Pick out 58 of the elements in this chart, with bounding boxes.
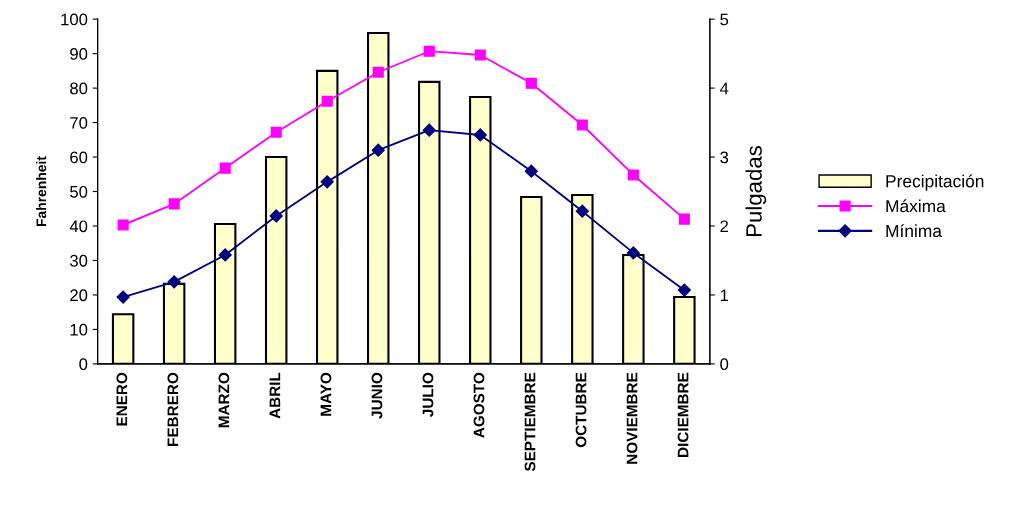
legend-label: Máxima (886, 199, 946, 213)
point (320, 175, 334, 189)
x-tick-label: DICIEMBRE (677, 372, 689, 457)
point (524, 164, 538, 178)
x-tick-label: FEBRERO (167, 372, 179, 446)
point (627, 169, 639, 181)
point (219, 162, 231, 174)
x-tick-label: MARZO (218, 372, 230, 428)
y-tick-label: 20 (70, 289, 88, 302)
x-tick-label: OCTUBRE (575, 372, 587, 448)
x-tick-label: SEPTIEMBRE (524, 372, 536, 472)
y-tick-label: 50 (70, 185, 88, 198)
x-tick-label: ENERO (116, 372, 128, 426)
x-tick-label: AGOSTO (473, 372, 485, 438)
y2-tick-label: 1 (720, 289, 729, 301)
y-tick-label: 100 (61, 13, 88, 26)
legend-label: Mínima (886, 224, 942, 238)
point (525, 77, 537, 89)
point (372, 66, 384, 78)
point (677, 283, 691, 297)
y2-tick-label: 4 (719, 82, 729, 95)
legend-label: Precipitación (886, 174, 984, 191)
point (678, 213, 690, 225)
y2-tick-label: 0 (720, 358, 729, 371)
y2-axis-title: Pulgadas (745, 145, 767, 237)
y2-tick-label: 2 (720, 220, 729, 233)
x-tick-label: MAYO (320, 372, 332, 416)
y-tick-label: 80 (70, 82, 88, 95)
y-tick-label: 30 (70, 254, 88, 267)
y-tick-label: 10 (70, 323, 88, 336)
point (626, 246, 640, 260)
point (423, 45, 435, 57)
point (576, 119, 588, 131)
point (575, 204, 589, 218)
point (473, 128, 487, 142)
x-tick-label: NOVIEMBRE (626, 372, 638, 464)
y-tick-label: 70 (70, 116, 88, 129)
x-tick-label: ABRIL (269, 372, 281, 419)
point (168, 198, 180, 210)
point (269, 209, 283, 223)
point (371, 143, 385, 157)
y-tick-label: 60 (70, 151, 88, 164)
point (218, 248, 232, 262)
point (270, 126, 282, 138)
point (116, 290, 130, 304)
y2-tick-label: 5 (720, 13, 729, 26)
point (474, 49, 486, 61)
point (422, 123, 436, 137)
y-axis-title: Fahrenheit (36, 156, 47, 227)
point (321, 95, 333, 107)
y-tick-label: 0 (79, 358, 88, 371)
point (167, 275, 181, 289)
x-tick-label: JUNIO (371, 372, 383, 419)
y2-tick-label: 3 (720, 151, 729, 164)
x-tick-label: JULIO (422, 372, 434, 417)
y-tick-label: 40 (69, 220, 88, 233)
point (117, 219, 129, 231)
y-tick-label: 90 (70, 48, 88, 60)
